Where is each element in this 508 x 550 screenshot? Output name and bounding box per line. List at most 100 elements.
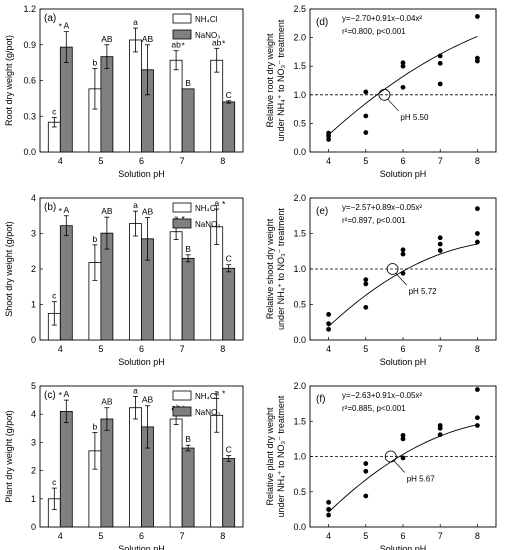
data-point [326,321,331,327]
significance-star: * [181,41,185,51]
y-tick-label: 4 [31,193,36,203]
x-tick-label: 6 [139,531,144,541]
y-axis-title: Shoot dry weight (g/pot) [4,221,14,317]
y-tick-label: 1.0 [293,264,306,274]
significance-letter: AB [101,397,113,407]
significance-star: * [222,199,226,209]
threshold-marker [378,88,391,101]
x-axis-title: Solution pH [118,169,165,179]
y-tick-label: 4 [31,409,36,419]
bar [222,267,236,341]
data-point [475,14,480,19]
x-tick-label: 4 [58,156,63,166]
bar [59,410,73,528]
significance-letter: C [226,90,232,100]
data-point [363,277,369,283]
y-tick-label: 0.0 [293,147,306,157]
y-axis-title: Root dry weight (g/pot) [4,35,14,126]
y-tick-label: 3 [31,229,36,239]
y-tick-label: 1.2 [23,4,36,14]
significance-star: * [222,38,226,48]
significance-letter: c [52,106,57,116]
y-tick-label: 1.5 [293,416,306,426]
fit-equation: y=−2.57+0.89x−0.05x² [342,203,422,212]
data-point [400,251,406,257]
fit-stats: r²=0.897, p<0.001 [342,216,406,225]
bar-panel-3: 0123454cA*5bAB6aAB7ab*B8a*CNH₄ClNaNO₃(c)… [4,381,244,550]
significance-letter: c [52,477,57,487]
bar [169,59,183,153]
significance-letter: AB [101,206,113,216]
data-point [475,55,480,61]
x-axis-title: Solution pH [118,544,165,550]
significance-star: * [59,22,63,32]
significance-letter: A [63,205,69,215]
bar [181,88,195,153]
x-tick-label: 7 [180,344,185,354]
x-tick-label: 7 [438,156,443,166]
legend-swatch [172,13,192,24]
significance-letter: C [226,254,232,264]
panel-label: (c) [44,390,56,401]
y-tick-label: 0.0 [293,522,306,532]
significance-letter: b [93,234,98,244]
significance-letter: B [185,244,191,254]
x-tick-label: 7 [438,531,443,541]
y-axis-title-line1: Relative root dry weight [265,33,275,128]
legend-label: NH₄Cl [195,392,218,401]
data-point [363,461,369,466]
legend-swatch [172,390,192,401]
bar [181,447,195,528]
data-point [437,53,443,59]
x-tick-label: 6 [400,531,405,541]
x-axis-title: Solution pH [380,169,427,179]
threshold-leader [395,272,407,286]
significance-letter: B [185,434,191,444]
fit-curve [328,36,478,136]
y-tick-label: 0 [31,522,36,532]
significance-letter: AB [142,207,154,217]
data-point [400,270,406,276]
legend-label: NaNO₃ [195,220,220,229]
significance-letter: a [133,17,138,27]
data-point [475,415,480,421]
y-tick-label: 2.5 [293,4,306,14]
x-tick-label: 8 [475,156,480,166]
legend-label: NH₄Cl [195,15,218,24]
data-point [437,235,443,241]
legend-swatch [172,29,192,40]
x-tick-label: 5 [363,344,368,354]
x-tick-label: 8 [220,531,225,541]
significance-star: * [59,206,63,216]
panel-label: (d) [316,17,328,28]
y-tick-label: 0.3 [23,111,36,121]
significance-letter: a [174,213,179,223]
fit-stats: r²=0.800, p<0.001 [342,27,406,36]
data-point [363,281,369,287]
data-point [400,247,406,253]
data-point [363,468,369,474]
x-tick-label: 4 [326,156,331,166]
y-tick-label: 2.0 [293,193,306,203]
y-tick-label: 1.0 [293,452,306,462]
significance-letter: ab [171,40,181,50]
y-tick-label: 1 [31,300,36,310]
data-point [326,130,331,136]
data-point [437,423,443,428]
x-tick-label: 8 [475,344,480,354]
data-point [400,432,406,438]
y-tick-label: 2 [31,264,36,274]
data-point [326,506,331,512]
data-point [363,113,369,119]
data-point [437,81,443,87]
threshold-leader [393,460,405,473]
legend-swatch [172,406,192,417]
significance-letter: b [93,422,98,432]
y-tick-label: 0.0 [23,147,36,157]
bar [222,101,236,153]
panel-label: (a) [44,13,56,24]
legend-label: NaNO₃ [195,31,220,40]
threshold-marker [386,263,399,275]
data-point [400,63,406,69]
